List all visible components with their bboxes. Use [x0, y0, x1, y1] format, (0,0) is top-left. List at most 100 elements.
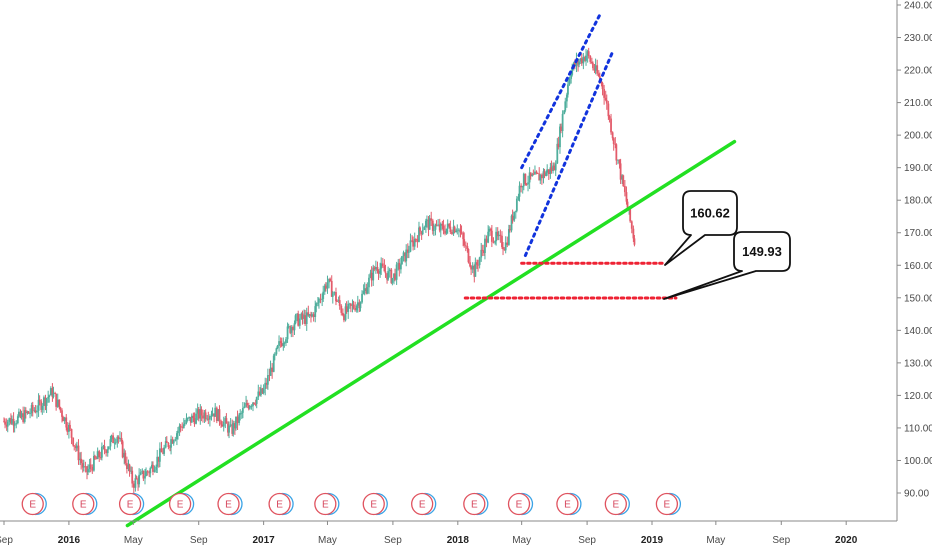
- candle-body: [582, 56, 585, 64]
- candle-body: [460, 232, 463, 234]
- candle-body: [507, 229, 510, 245]
- candle-body: [261, 388, 264, 394]
- candle-body: [333, 292, 336, 294]
- price-tick-label: 240.00: [904, 1, 932, 12]
- candle-body: [384, 271, 387, 274]
- candle-body: [341, 312, 344, 316]
- candle-body: [525, 184, 528, 186]
- candle-body: [550, 167, 553, 172]
- candle-body: [260, 388, 262, 396]
- candle-body: [280, 342, 283, 346]
- candle-body: [204, 412, 207, 420]
- candle-body: [381, 263, 384, 267]
- earnings-marker[interactable]: E: [168, 492, 195, 516]
- candle-body: [23, 410, 26, 422]
- candle-body: [224, 418, 227, 422]
- candle-body: [4, 421, 6, 425]
- candle-body: [401, 256, 403, 265]
- earnings-marker[interactable]: E: [118, 492, 145, 516]
- earnings-marker[interactable]: E: [463, 492, 489, 516]
- candle-body: [409, 240, 412, 252]
- candle-body: [554, 163, 557, 171]
- candle-body: [179, 425, 182, 427]
- candle-body: [552, 165, 554, 172]
- candle-body: [521, 186, 524, 188]
- candle-body: [165, 441, 168, 443]
- candle-body: [515, 198, 518, 211]
- candle-body: [573, 62, 576, 67]
- candle-body: [148, 472, 151, 474]
- candle-body: [418, 227, 420, 242]
- candle-body: [601, 82, 604, 90]
- candle-body: [427, 219, 430, 230]
- earnings-marker[interactable]: E: [21, 492, 47, 516]
- candle-body: [540, 174, 543, 179]
- candle-body: [451, 231, 453, 234]
- candle-body: [431, 220, 434, 231]
- earnings-marker[interactable]: E: [217, 492, 243, 516]
- candle-body: [467, 249, 470, 263]
- candle-body: [303, 315, 305, 319]
- candle-body: [528, 172, 531, 183]
- earnings-marker-label: E: [80, 500, 87, 511]
- candle-body: [605, 100, 608, 104]
- candle-body: [324, 285, 327, 289]
- candle-body: [283, 342, 286, 344]
- earnings-marker[interactable]: E: [556, 492, 582, 516]
- callout-bubble: [663, 231, 791, 300]
- earnings-marker[interactable]: E: [314, 492, 340, 516]
- candle-body: [77, 445, 80, 461]
- candle-body: [597, 73, 600, 77]
- candle-body: [134, 478, 137, 488]
- candle-body: [139, 472, 142, 475]
- time-axis[interactable]: Sep 2016 May Sep 2017 May Sep 2018 May Sep 2019 May…: [0, 520, 897, 546]
- earnings-marker[interactable]: E: [362, 492, 388, 516]
- candle-body: [568, 78, 571, 85]
- candle-body: [326, 282, 329, 289]
- candle-body: [335, 292, 337, 302]
- earnings-marker-circle: [118, 492, 142, 516]
- candle-body: [127, 464, 130, 470]
- candle-body: [487, 231, 490, 243]
- candle-body: [466, 246, 469, 250]
- candle-body: [282, 343, 285, 346]
- candle-body: [275, 348, 278, 355]
- earnings-marker[interactable]: E: [604, 492, 630, 516]
- candle-body: [504, 242, 507, 251]
- earnings-marker[interactable]: E: [655, 492, 682, 516]
- price-axis[interactable]: 240.00 230.00 220.00 210.00 200.00 190.00 180.…: [896, 0, 932, 521]
- candle-body: [33, 410, 36, 412]
- candle-body: [462, 232, 465, 240]
- candle-body: [84, 466, 87, 468]
- price-tick-label: 200.00: [904, 131, 932, 142]
- candles: [3, 47, 636, 494]
- candle-body: [121, 441, 124, 458]
- candle-body: [307, 312, 310, 316]
- candle-body: [215, 407, 218, 422]
- candle-body: [65, 417, 68, 428]
- candle-body: [38, 399, 41, 402]
- candle-body: [623, 186, 626, 193]
- candle-body: [30, 405, 33, 414]
- candle-body: [186, 418, 189, 419]
- candle-body: [167, 442, 170, 447]
- candle-body: [406, 249, 409, 253]
- candle-body: [594, 65, 597, 71]
- candle-body: [423, 227, 426, 231]
- candle-body: [445, 228, 448, 234]
- candle-body: [420, 231, 423, 235]
- earnings-marker[interactable]: E: [72, 492, 98, 516]
- candle-body: [322, 291, 325, 299]
- candle-body: [437, 224, 440, 226]
- earnings-marker[interactable]: E: [268, 492, 294, 516]
- candle-body: [182, 424, 185, 428]
- earnings-marker[interactable]: E: [411, 492, 437, 516]
- candle-body: [116, 436, 119, 443]
- candle-body: [531, 174, 534, 177]
- candle-body: [377, 271, 380, 274]
- candle-body: [579, 58, 582, 62]
- candle-body: [103, 446, 106, 451]
- earnings-marker[interactable]: E: [507, 492, 534, 516]
- earnings-marker-label: E: [564, 500, 571, 511]
